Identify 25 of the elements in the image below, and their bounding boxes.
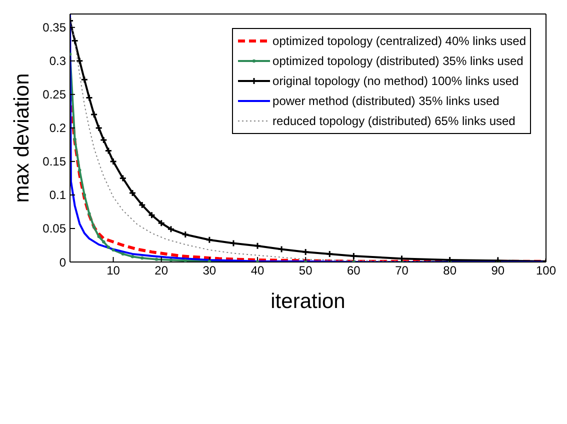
y-tick-label: 0.35: [42, 20, 66, 35]
legend-label: optimized topology (centralized) 40% links used: [272, 34, 526, 48]
y-tick-label: 0.25: [42, 88, 66, 102]
y-tick-label: 0.2: [49, 121, 66, 136]
x-tick-label: 60: [346, 264, 361, 278]
x-tick-label: 50: [298, 264, 313, 278]
y-tick-label: 0.1: [49, 188, 66, 202]
x-tick-label: 20: [154, 264, 168, 278]
legend-label: optimized topology (distributed) 35% links used: [272, 54, 524, 68]
x-tick-label: 40: [250, 264, 265, 278]
y-tick-label: 0.3: [49, 54, 66, 68]
y-tick-label: 0.05: [42, 222, 66, 236]
y-tick-label: 0: [59, 255, 66, 270]
x-axis-title: iteration: [270, 290, 346, 313]
y-axis-title: max deviation: [10, 73, 34, 203]
legend-label: reduced topology (distributed) 65% links used: [272, 114, 516, 128]
legend-label: power method (distributed) 35% links used: [272, 94, 500, 108]
x-tick-label: 100: [536, 264, 556, 278]
x-tick-label: 70: [395, 264, 409, 278]
x-tick-label: 10: [106, 264, 120, 278]
x-tick-label: 30: [202, 264, 216, 278]
x-tick-label: 80: [443, 264, 457, 278]
legend-label: original topology (no method) 100% links used: [272, 74, 519, 88]
y-tick-label: 0.15: [42, 154, 66, 169]
x-tick-label: 90: [491, 264, 505, 278]
